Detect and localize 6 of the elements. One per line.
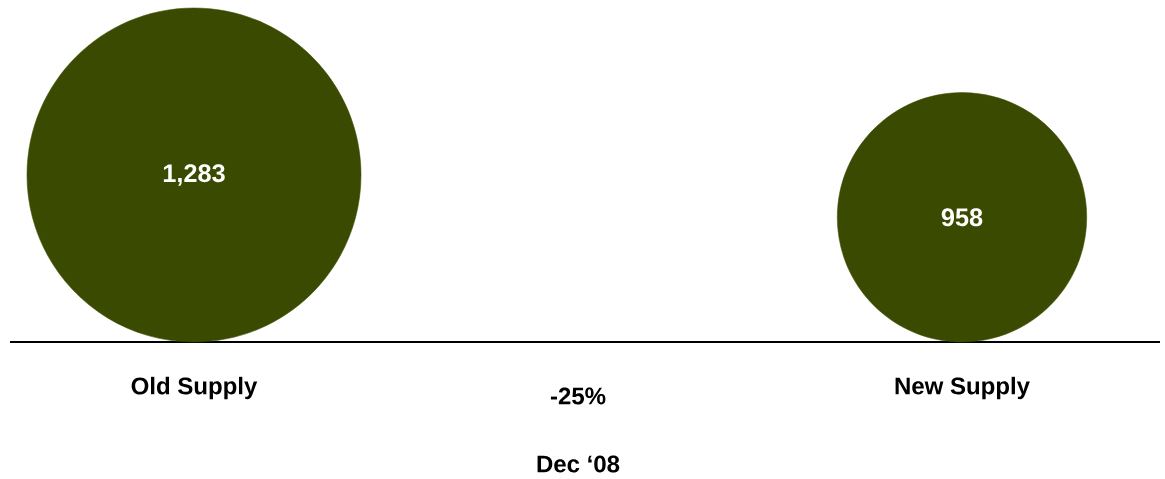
text: -25% — [550, 387, 606, 405]
data-label: 1,283 — [163, 164, 225, 186]
data-label: 958 — [941, 208, 983, 227]
category-label: Old Supply — [131, 376, 258, 400]
text: Dec ‘08 — [537, 455, 620, 473]
category-label: New Supply — [895, 376, 1030, 400]
